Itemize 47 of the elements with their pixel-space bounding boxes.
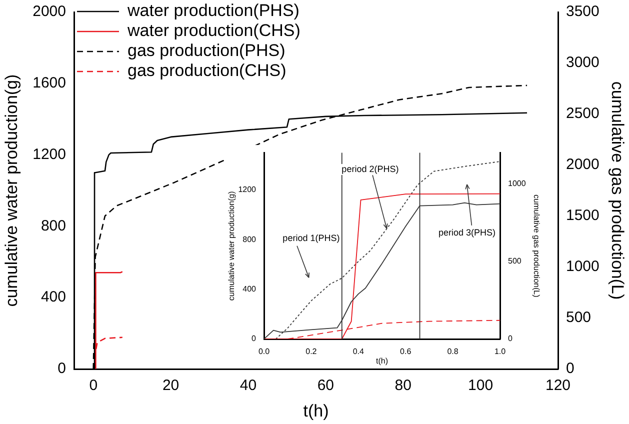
- x-tick-label: 120: [545, 377, 571, 394]
- y-tick-label: 400: [40, 288, 66, 306]
- annotation: period 1(PHS): [282, 232, 340, 243]
- annotation: period 2(PHS): [342, 164, 399, 174]
- y-tick-label: 1600: [32, 74, 66, 92]
- x-tick-label: 20: [162, 377, 180, 394]
- legend-label: gas production(CHS): [128, 61, 286, 80]
- y2-tick-label: 1000: [508, 179, 526, 188]
- x-tick-label: 0: [89, 377, 98, 394]
- x-axis-title: t(h): [376, 356, 388, 366]
- legend-label: gas production(PHS): [128, 41, 286, 60]
- y-tick-label: 800: [40, 217, 66, 234]
- y-tick-label: 1200: [32, 146, 66, 163]
- y2-tick-label: 0: [566, 360, 574, 378]
- y2-tick-label: 0: [508, 334, 513, 344]
- x-axis-title: t(h): [303, 401, 329, 420]
- x-tick-label: 60: [317, 377, 334, 394]
- y-tick-label: 0: [252, 334, 257, 344]
- y2-tick-label: 3000: [566, 54, 600, 72]
- x-tick-label: 1.0: [494, 347, 506, 356]
- x-tick-label: 0.8: [447, 347, 459, 356]
- y-tick-label: 2000: [32, 3, 66, 20]
- y2-tick-label: 1000: [566, 258, 600, 276]
- x-tick-label: 40: [240, 377, 257, 394]
- y-tick-label: 800: [242, 234, 257, 244]
- legend-label: water production(PHS): [126, 1, 300, 20]
- y2-axis-title: cumulative gas production(L): [532, 194, 541, 298]
- y-tick-label: 1200: [238, 185, 257, 194]
- y-tick-label: 0: [58, 360, 66, 378]
- y2-tick-label: 3500: [566, 3, 600, 20]
- x-tick-label: 0.0: [258, 347, 270, 356]
- legend-label: water production(CHS): [126, 21, 300, 40]
- x-tick-label: 80: [394, 377, 412, 394]
- y2-axis-title: cumulative gas production(L): [608, 81, 628, 300]
- x-tick-label: 0.2: [306, 347, 318, 356]
- y-axis-title: cumulative water production(g): [2, 74, 21, 307]
- annotation: period 3(PHS): [438, 227, 496, 238]
- y2-tick-label: 1500: [566, 207, 600, 224]
- x-tick-label: 0.4: [352, 347, 365, 356]
- y2-tick-label: 2500: [566, 105, 600, 122]
- x-tick-label: 0.6: [400, 347, 412, 356]
- y2-tick-label: 500: [508, 256, 522, 266]
- y2-tick-label: 2000: [566, 156, 600, 174]
- y-tick-label: 400: [242, 284, 257, 294]
- y-axis-title: cumulative water production(g): [227, 190, 236, 301]
- y2-tick-label: 500: [566, 309, 592, 326]
- x-tick-label: 100: [468, 377, 494, 394]
